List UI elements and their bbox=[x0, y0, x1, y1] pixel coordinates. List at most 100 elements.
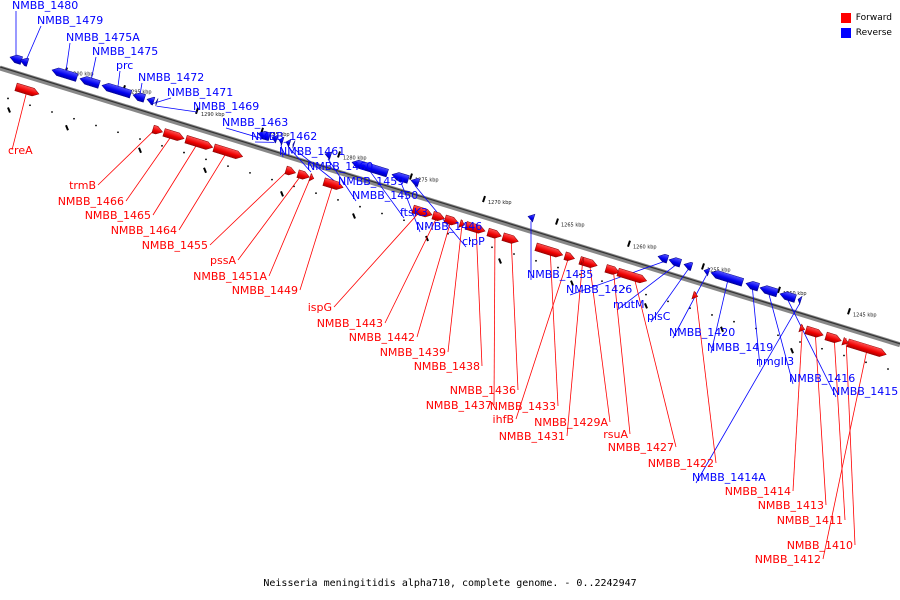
gene-label-nmbb_1450: NMBB_1450 bbox=[352, 189, 418, 202]
gene-label-nmbb_1459: NMBB_1459 bbox=[338, 175, 404, 188]
leader-line bbox=[384, 212, 440, 324]
gene-label-pssa: pssA bbox=[210, 254, 236, 267]
ruler-dot bbox=[469, 239, 471, 242]
leader-line bbox=[400, 181, 421, 233]
leader-line bbox=[333, 207, 424, 308]
gene-feature-nmbb_1469 bbox=[155, 98, 159, 107]
gene-arrow bbox=[745, 281, 760, 292]
gene-feature-nmbb_1472 bbox=[132, 92, 146, 103]
ruler-dot bbox=[623, 286, 625, 289]
gene-arrow bbox=[804, 325, 824, 338]
gene-label-nmbb_1411: NMBB_1411 bbox=[777, 514, 843, 527]
gene-arrow bbox=[155, 98, 159, 107]
gene-feature-ftsk3 bbox=[351, 159, 389, 178]
leader-line bbox=[125, 131, 175, 202]
gene-arrow bbox=[146, 96, 156, 106]
leader-line bbox=[156, 105, 198, 113]
gene-label-nmbb_1463: NMBB_1463 bbox=[222, 116, 288, 129]
ruler-dot bbox=[645, 293, 647, 296]
gene-label-trmb: trmB bbox=[69, 179, 96, 192]
leader-line bbox=[814, 328, 827, 506]
ruler-dot bbox=[73, 117, 75, 120]
gene-label-nmbb_1461: NMBB_1461 bbox=[279, 145, 345, 158]
leader-line bbox=[280, 144, 284, 158]
gene-arrow bbox=[308, 172, 315, 182]
ruler-label: 1280 kbp bbox=[343, 155, 367, 161]
ruler-dot bbox=[381, 212, 383, 215]
gene-feature-nmbb_1412 bbox=[846, 338, 887, 357]
gene-label-ihfb: ihfB bbox=[493, 413, 514, 426]
gene-arrow bbox=[292, 140, 296, 149]
gene-label-nmbb_1475: NMBB_1475 bbox=[92, 45, 158, 58]
gene-feature-nmbb_1410 bbox=[841, 336, 850, 346]
leader-line bbox=[237, 171, 305, 261]
ruler-dot bbox=[513, 253, 515, 255]
gene-arrow bbox=[616, 267, 648, 284]
leader-line bbox=[833, 334, 846, 521]
gene-label-nmbb_1479: NMBB_1479 bbox=[37, 14, 103, 27]
ruler-dot bbox=[601, 280, 603, 283]
gene-feature-nmgii3 bbox=[745, 281, 760, 292]
gene-label-ispg: ispG bbox=[308, 301, 332, 314]
gene-label-nmbb_1433: NMBB_1433 bbox=[490, 400, 556, 413]
gene-label-nmbb_1427: NMBB_1427 bbox=[608, 441, 674, 454]
ruler-tick-upper bbox=[777, 286, 781, 294]
gene-label-rsua: rsuA bbox=[603, 428, 628, 441]
gene-arrow bbox=[443, 214, 459, 226]
gene-feature-nmbb_1416 bbox=[759, 285, 779, 298]
leader-line bbox=[768, 294, 794, 385]
gene-label-nmbb_1466: NMBB_1466 bbox=[58, 195, 124, 208]
leader-line bbox=[695, 303, 800, 484]
gene-feature-nmbb_1422 bbox=[691, 290, 699, 300]
gene-label-plsc: plsC bbox=[647, 310, 671, 323]
gene-feature-nmbb_1461 bbox=[278, 136, 285, 146]
leader-line bbox=[475, 224, 483, 367]
ruler-dot bbox=[95, 124, 97, 127]
gene-label-ftsk3: ftsK3 bbox=[400, 206, 428, 219]
gene-feature-nmbb_1419 bbox=[710, 270, 745, 287]
leader-line bbox=[822, 344, 869, 560]
gene-feature-ihfb bbox=[563, 251, 575, 261]
ruler-tick-lower bbox=[425, 235, 429, 242]
gene-arrow bbox=[19, 57, 30, 67]
gene-label-nmbb_1442: NMBB_1442 bbox=[349, 331, 415, 344]
ruler-dot bbox=[337, 199, 339, 201]
genome-backbone bbox=[0, 65, 900, 348]
leader-line bbox=[370, 171, 405, 219]
gene-arrow bbox=[162, 128, 185, 141]
ruler-dot bbox=[799, 341, 801, 343]
leader-line bbox=[97, 126, 159, 186]
gene-feature-nmbb_1437 bbox=[486, 227, 502, 239]
gene-arrow bbox=[271, 134, 279, 144]
legend-item-reverse: Reverse bbox=[840, 25, 892, 40]
gene-label-nmbb_1436: NMBB_1436 bbox=[450, 384, 516, 397]
ruler-dot bbox=[403, 219, 405, 222]
gene-feature-nmbb_1443 bbox=[431, 211, 445, 221]
gene-label-nmbb_1431: NMBB_1431 bbox=[499, 430, 565, 443]
gene-feature-nmbb_1436 bbox=[501, 232, 519, 244]
gene-arrow bbox=[824, 331, 842, 344]
gene-arrow bbox=[580, 257, 585, 265]
leader-line bbox=[710, 281, 728, 354]
ruler-label: 1300 kbp bbox=[70, 72, 94, 78]
ruler-label: 1250 kbp bbox=[783, 291, 807, 297]
gene-feature-nmbb_1475a bbox=[51, 67, 79, 82]
gene-label-nmbb_1475a: NMBB_1475A bbox=[66, 31, 140, 44]
gene-arrow bbox=[683, 262, 694, 271]
gene-label-mutm: mutM bbox=[613, 298, 645, 311]
gene-arrow bbox=[410, 178, 421, 187]
leader-line bbox=[612, 266, 631, 435]
gene-label-nmbb_1471: NMBB_1471 bbox=[167, 86, 233, 99]
leader-line bbox=[549, 247, 559, 407]
ruler-dot bbox=[887, 368, 889, 370]
gene-arrow bbox=[132, 92, 146, 103]
gene-label-nmbb_1420: NMBB_1420 bbox=[669, 326, 735, 339]
gene-arrow bbox=[431, 211, 445, 221]
gene-label-nmbb_1414a: NMBB_1414A bbox=[692, 471, 766, 484]
ruler-dot bbox=[315, 192, 317, 195]
forward-swatch bbox=[840, 12, 851, 23]
gene-arrow bbox=[668, 257, 682, 268]
gene-arrow bbox=[278, 136, 285, 146]
ruler-dot bbox=[205, 158, 207, 161]
gene-feature-nmbb_1415 bbox=[779, 291, 797, 303]
